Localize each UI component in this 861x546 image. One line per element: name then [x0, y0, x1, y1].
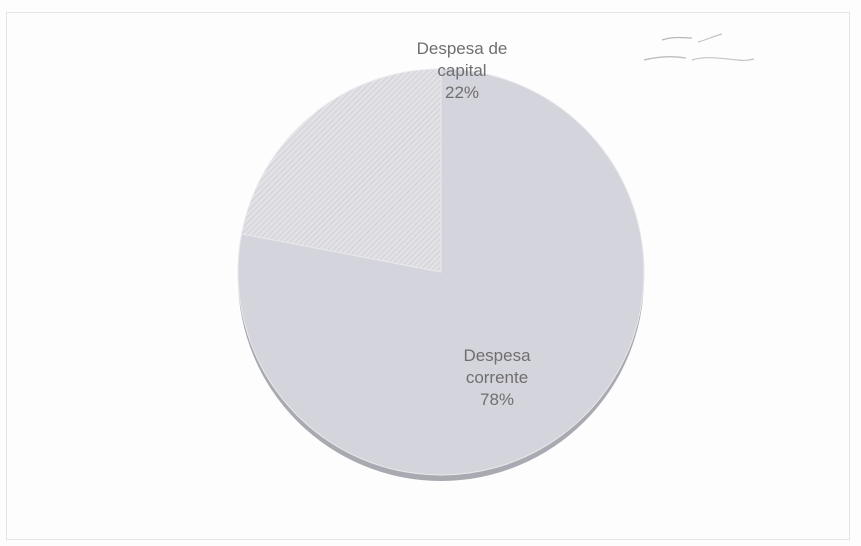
slice-label-line: corrente — [465, 368, 529, 387]
slice-label-despesa-corrente: Despesa corrente 78% — [437, 345, 557, 411]
slice-label-line: capital — [437, 61, 487, 80]
slice-label-line: Despesa de — [416, 39, 508, 58]
chart-border — [6, 12, 850, 540]
slice-percent-label: 22% — [444, 83, 480, 102]
pie-slice-despesa-corrente — [237, 68, 645, 476]
pencil-scribble-mark — [643, 33, 755, 62]
pie-slice-despesa-de-capital — [241, 68, 442, 273]
slice-label-despesa-de-capital: Despesa de capital 22% — [392, 38, 532, 104]
slice-percent-label: 78% — [479, 390, 515, 409]
slice-label-line: Despesa — [463, 346, 531, 365]
pie-slices — [237, 68, 645, 476]
